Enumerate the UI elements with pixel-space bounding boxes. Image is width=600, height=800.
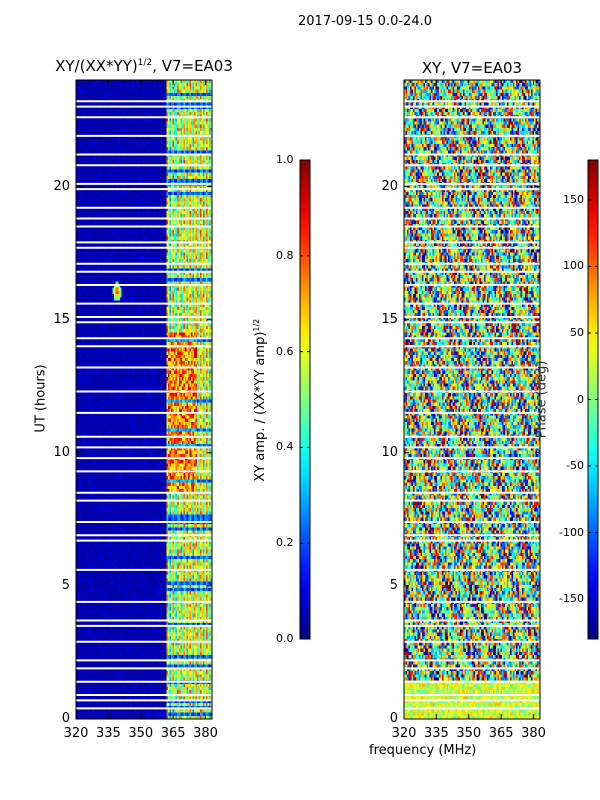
colorbar-tick-label: 0.6	[276, 344, 294, 358]
colorbar1-label: XY amp. / (XX*YY amp)1/2	[251, 318, 269, 482]
panel2-frame	[403, 79, 541, 720]
y-tick-label: 5	[61, 577, 70, 593]
figure-title: 2017-09-15 0.0-24.0	[298, 14, 432, 29]
x-tick-label: 365	[160, 726, 186, 741]
x-tick-label: 320	[391, 726, 417, 741]
y-tick-label: 10	[381, 444, 398, 460]
colorbar-tick-label: 0.8	[276, 248, 294, 262]
x-tick-label: 335	[423, 726, 449, 741]
phase-heatmap-image	[404, 80, 540, 719]
x-tick-label: 335	[95, 726, 121, 741]
y-tick-label: 15	[381, 311, 398, 327]
amplitude-heatmap-image	[76, 80, 212, 719]
y-tick-label: 20	[381, 178, 398, 194]
panel1-frame	[75, 79, 213, 720]
y-tick-label: 10	[53, 444, 70, 460]
colorbar-tick-label: -150	[559, 592, 584, 606]
x-tick-label: 380	[521, 726, 546, 741]
colorbar2-label: Phase (deg)	[534, 360, 550, 439]
y-tick-label: 5	[389, 577, 398, 593]
colorbar-tick-label: 0	[577, 392, 584, 406]
colorbar-tick-label: 0.4	[276, 440, 294, 454]
y-tick-label: 0	[389, 711, 398, 726]
panel2-title: XY, V7=EA03	[421, 59, 523, 77]
colorbar-tick-label: 0.2	[276, 536, 294, 550]
colorbar-tick-label: 100	[563, 259, 584, 273]
x-tick-label: 320	[63, 726, 89, 741]
panel1-title: XY/(XX*YY)1/2, V7=EA03	[55, 57, 233, 75]
x-tick-label: 350	[456, 726, 482, 741]
colorbar-tick-label: 150	[563, 192, 584, 206]
x-tick-label: 350	[128, 726, 154, 741]
colorbar-tick-label: -50	[566, 459, 584, 473]
colorbar-tick-label: 50	[570, 325, 584, 339]
x-tick-label: 380	[193, 726, 218, 741]
colorbar-tick-label: 0.0	[276, 632, 294, 645]
colorbar-tick-label: -100	[559, 525, 584, 539]
y-tick-label: 20	[53, 178, 70, 194]
y-tick-label: 15	[53, 311, 70, 327]
colorbar-tick-label: 1.0	[276, 153, 294, 166]
colorbar1	[299, 159, 311, 640]
panel1-y-axis-label: UT (hours)	[33, 364, 49, 433]
x-tick-label: 365	[488, 726, 514, 741]
x-axis-label: frequency (MHz)	[369, 743, 477, 758]
y-tick-label: 0	[61, 711, 70, 726]
